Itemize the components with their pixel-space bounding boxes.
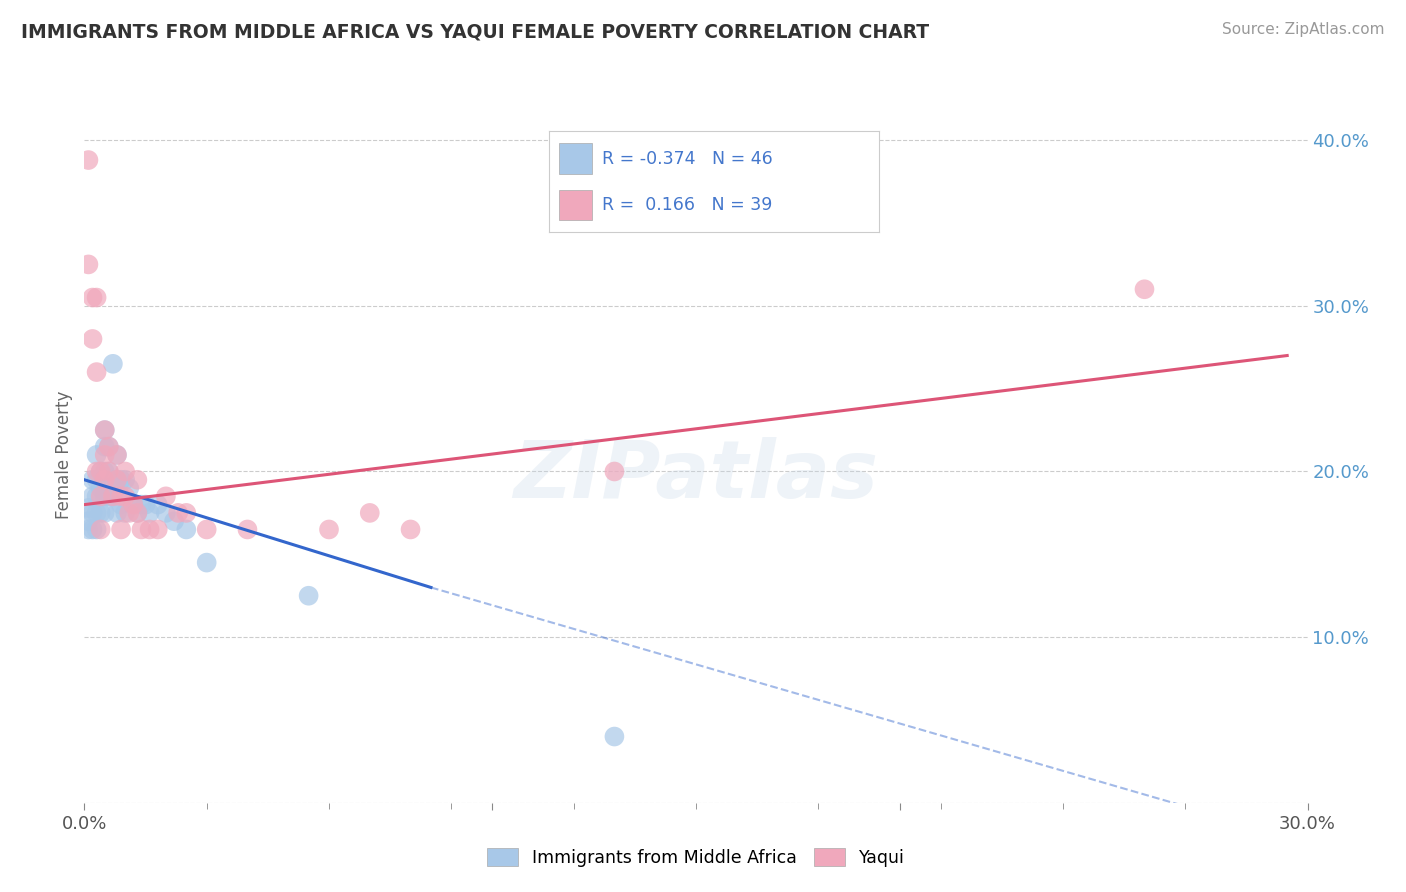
- Point: [86, 489, 108, 503]
- Point: [146, 498, 169, 512]
- Point: [93, 473, 117, 487]
- Point: [93, 423, 117, 437]
- Point: [176, 506, 198, 520]
- Point: [155, 506, 177, 520]
- Point: [82, 473, 104, 487]
- Point: [97, 489, 120, 503]
- Point: [114, 473, 136, 487]
- Point: [97, 440, 120, 454]
- Point: [90, 506, 112, 520]
- Text: R =  0.166   N = 39: R = 0.166 N = 39: [602, 196, 772, 214]
- Point: [110, 498, 132, 512]
- Point: [138, 506, 160, 520]
- Point: [86, 291, 108, 305]
- Point: [93, 448, 117, 462]
- Point: [127, 506, 149, 520]
- Point: [298, 589, 321, 603]
- Point: [101, 489, 124, 503]
- Point: [86, 448, 108, 462]
- Point: [90, 465, 112, 479]
- Point: [93, 489, 117, 503]
- Point: [86, 465, 108, 479]
- Text: Source: ZipAtlas.com: Source: ZipAtlas.com: [1222, 22, 1385, 37]
- Point: [359, 506, 381, 520]
- Point: [97, 440, 120, 454]
- Point: [105, 506, 128, 520]
- Point: [105, 473, 128, 487]
- Point: [110, 473, 132, 487]
- Point: [90, 523, 112, 537]
- Point: [77, 257, 100, 271]
- Bar: [560, 144, 592, 174]
- Point: [90, 481, 112, 495]
- Point: [86, 365, 108, 379]
- Text: IMMIGRANTS FROM MIDDLE AFRICA VS YAQUI FEMALE POVERTY CORRELATION CHART: IMMIGRANTS FROM MIDDLE AFRICA VS YAQUI F…: [21, 22, 929, 41]
- Point: [155, 489, 177, 503]
- Point: [77, 500, 100, 515]
- Point: [97, 465, 120, 479]
- Point: [118, 481, 141, 495]
- Point: [138, 523, 160, 537]
- Point: [82, 506, 104, 520]
- Point: [131, 523, 153, 537]
- Point: [118, 506, 141, 520]
- Point: [101, 473, 124, 487]
- Point: [318, 523, 340, 537]
- Point: [167, 506, 190, 520]
- Point: [114, 506, 136, 520]
- Point: [603, 730, 626, 744]
- Point: [146, 523, 169, 537]
- Point: [603, 465, 626, 479]
- Point: [97, 465, 120, 479]
- Point: [122, 498, 145, 512]
- Point: [163, 514, 186, 528]
- Point: [399, 523, 422, 537]
- Point: [86, 523, 108, 537]
- Text: R = -0.374   N = 46: R = -0.374 N = 46: [602, 150, 773, 168]
- Point: [90, 489, 112, 503]
- Text: ZIPatlas: ZIPatlas: [513, 437, 879, 515]
- Point: [101, 489, 124, 503]
- Point: [135, 498, 157, 512]
- Point: [236, 523, 259, 537]
- Point: [93, 465, 117, 479]
- Point: [105, 448, 128, 462]
- Point: [77, 153, 100, 167]
- Point: [114, 465, 136, 479]
- Point: [1133, 282, 1156, 296]
- Point: [82, 523, 104, 537]
- Point: [122, 498, 145, 512]
- Bar: [560, 190, 592, 220]
- Point: [77, 523, 100, 537]
- Point: [127, 473, 149, 487]
- Point: [101, 357, 124, 371]
- Point: [110, 489, 132, 503]
- Y-axis label: Female Poverty: Female Poverty: [55, 391, 73, 519]
- Point: [114, 489, 136, 503]
- Point: [86, 506, 108, 520]
- Point: [105, 448, 128, 462]
- Point: [86, 473, 108, 487]
- Point: [93, 506, 117, 520]
- Point: [90, 465, 112, 479]
- Point: [195, 523, 218, 537]
- Point: [105, 473, 128, 487]
- Point: [131, 498, 153, 512]
- Point: [127, 506, 149, 520]
- Legend: Immigrants from Middle Africa, Yaqui: Immigrants from Middle Africa, Yaqui: [479, 841, 912, 874]
- Point: [82, 332, 104, 346]
- Point: [82, 291, 104, 305]
- Point: [93, 440, 117, 454]
- Point: [93, 423, 117, 437]
- Point: [82, 489, 104, 503]
- Point: [77, 514, 100, 528]
- Point: [110, 523, 132, 537]
- Point: [195, 556, 218, 570]
- Point: [176, 523, 198, 537]
